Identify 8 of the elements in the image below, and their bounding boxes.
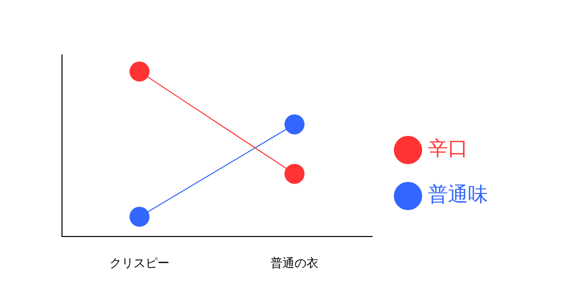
point: [130, 206, 150, 227]
x-tick-label: クリスピー: [110, 256, 170, 270]
point: [284, 114, 304, 134]
legend-label: 辛口: [428, 136, 468, 160]
x-tick-label: 普通の衣: [270, 256, 318, 270]
point: [130, 62, 150, 82]
point: [284, 164, 304, 184]
legend-label: 普通味: [428, 182, 488, 206]
